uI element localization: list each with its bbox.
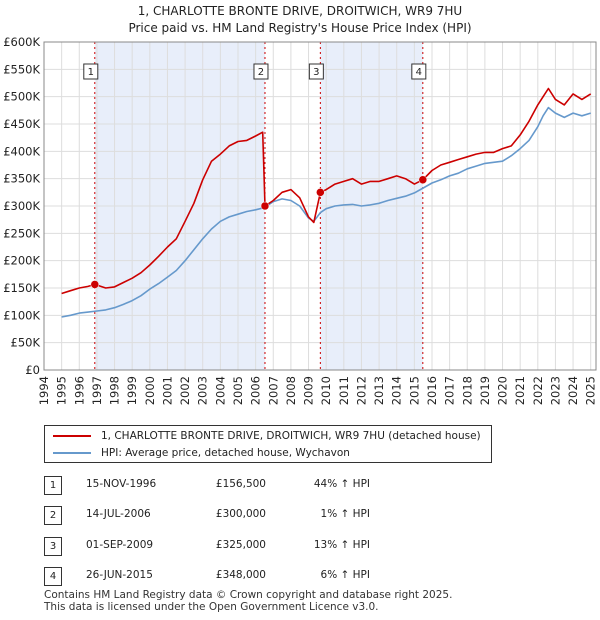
plot-frame [43,41,597,371]
sale-point [260,201,270,211]
x-tick-label: 2007 [266,376,280,405]
x-tick-label: 1999 [125,376,139,405]
x-tick-label: 2010 [319,376,333,405]
y-tick-label: £600K [3,35,40,49]
footer: Contains HM Land Registry data © Crown c… [44,589,452,613]
x-tick-label: 1996 [72,376,86,405]
x-tick-label: 2019 [478,376,492,405]
chart-title: 1, CHARLOTTE BRONTE DRIVE, DROITWICH, WR… [137,4,463,18]
sale-number-badge: 2 [44,506,62,525]
x-tick-label: 2023 [548,376,562,405]
x-tick-label: 2018 [460,376,474,405]
x-tick-label: 1994 [37,376,51,405]
x-tick-label: 2000 [143,376,157,405]
legend: 1, CHARLOTTE BRONTE DRIVE, DROITWICH, WR… [44,425,492,463]
sale-point [316,188,325,197]
x-tick-label: 2024 [566,376,580,405]
y-tick-label: £500K [3,90,40,104]
sale-date: 26-JUN-2015 [86,569,153,581]
x-tick-label: 1998 [108,376,122,405]
sale-row: 2 14-JUL-2006 £300,000 1% ↑ HPI [44,504,564,526]
y-tick-label: £350K [3,172,40,186]
footer-licence: This data is licensed under the Open Gov… [44,601,379,613]
x-tick-label: 2011 [337,376,351,405]
x-tick-label: 2014 [390,376,404,405]
x-tick-label: 2003 [196,376,210,405]
sale-price: £156,500 [215,478,266,490]
x-tick-label: 2012 [354,376,368,405]
sale-number-box [83,63,99,80]
sale-number-label: 2 [258,67,264,78]
y-tick-label: £400K [3,144,40,158]
x-tick-label: 2020 [496,376,510,405]
legend-swatch-property [53,435,91,437]
legend-swatch-hpi [53,452,91,454]
sale-number-box [411,63,427,80]
price-chart: 1 2 3 4 £0 £50K £100K £150K £200K £250K £300K £350K… [3,35,598,405]
sale-price: £325,000 [215,539,266,551]
x-tick-label: 2005 [231,376,245,405]
x-tick-label: 2009 [302,376,316,405]
hpi-series-line [61,106,591,318]
x-tick-label: 2013 [372,376,386,405]
sale-point [90,280,100,289]
x-tick-label: 2015 [407,376,421,405]
y-tick-label: £200K [3,254,40,268]
y-tick-label: £450K [3,117,40,131]
x-tick-label: 2004 [213,376,227,405]
x-tick-label: 2001 [160,376,174,405]
y-tick-label: £100K [3,308,40,322]
legend-label-property: 1, CHARLOTTE BRONTE DRIVE, DROITWICH, WR… [101,430,481,442]
y-tick-label: £50K [11,336,41,350]
footer-copyright: Contains HM Land Registry data © Crown c… [44,589,453,601]
y-tick-label: £150K [3,281,40,295]
y-tick-label: £300K [3,199,40,213]
sale-number-badge: 4 [44,567,62,586]
sale-number-box [308,63,324,80]
legend-label-hpi: HPI: Average price, detached house, Wych… [101,447,350,459]
sale-row: 4 26-JUN-2015 £348,000 6% ↑ HPI [44,565,564,587]
chart-subtitle: Price paid vs. HM Land Registry's House … [128,21,472,35]
y-tick-label: £0 [25,363,40,377]
x-tick-label: 2017 [443,376,457,405]
sale-date: 14-JUL-2006 [86,508,151,520]
legend-item-property: 1, CHARLOTTE BRONTE DRIVE, DROITWICH, WR… [53,428,481,444]
sale-number-label: 1 [88,67,94,78]
x-tick-label: 2008 [284,376,298,405]
sale-hpi-change: 44% ↑ HPI [313,478,370,490]
x-tick-label: 2016 [425,376,439,405]
sale-date: 15-NOV-1996 [86,478,157,490]
sale-price: £348,000 [215,569,266,581]
x-tick-label: 1997 [90,376,104,405]
x-tick-label: 2002 [178,376,192,405]
sale-hpi-change: 1% ↑ HPI [320,508,370,520]
sale-number-badge: 3 [44,537,62,556]
x-tick-label: 1995 [55,376,69,405]
sale-point [418,175,428,185]
sale-number-label: 3 [313,67,319,78]
sale-number-box [253,63,269,80]
y-tick-label: £550K [3,62,40,76]
sale-hpi-change: 6% ↑ HPI [320,569,370,581]
sale-number-badge: 1 [44,476,62,495]
sale-hpi-change: 13% ↑ HPI [313,539,370,551]
x-tick-label: 2022 [531,376,545,405]
legend-item-hpi: HPI: Average price, detached house, Wych… [53,445,350,461]
sale-date: 01-SEP-2009 [86,539,154,551]
y-tick-label: £250K [3,226,40,240]
x-tick-label: 2021 [513,376,527,405]
sale-price: £300,000 [215,508,266,520]
sale-row: 1 15-NOV-1996 £156,500 44% ↑ HPI [44,474,564,496]
x-tick-label: 2006 [249,376,263,405]
sale-row: 3 01-SEP-2009 £325,000 13% ↑ HPI [44,535,564,557]
x-tick-label: 2025 [584,376,598,405]
sale-number-label: 4 [416,67,422,78]
